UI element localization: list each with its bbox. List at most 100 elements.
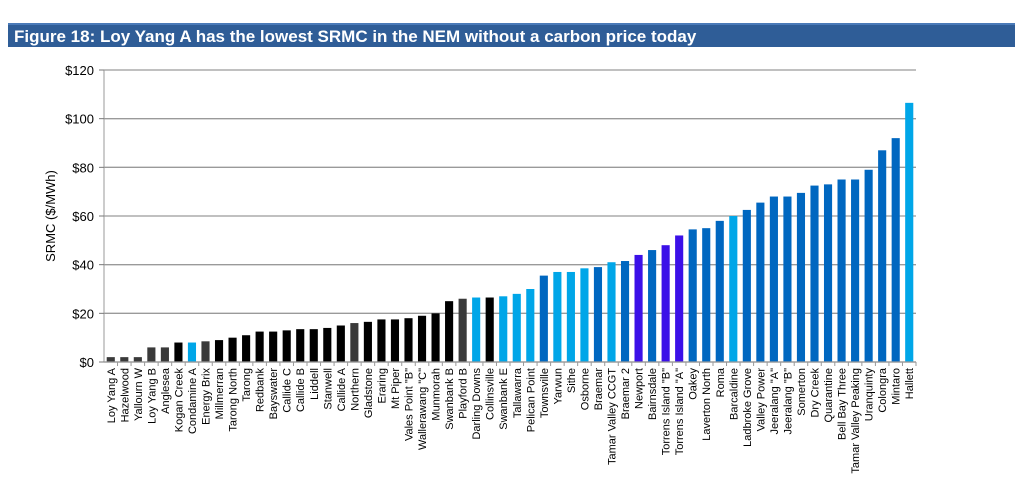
bar — [526, 289, 535, 362]
bar — [120, 357, 129, 362]
x-tick-label: Bell Bay Three — [837, 368, 849, 440]
x-tick-label: Dry Creek — [810, 368, 822, 418]
bar — [242, 335, 251, 362]
bar — [661, 245, 670, 362]
x-tick-label: Playford B — [458, 368, 470, 419]
bar — [648, 250, 657, 362]
bar — [553, 271, 562, 362]
x-tick-label: Darling Downs — [471, 368, 483, 440]
bar — [404, 318, 413, 362]
x-tick-label: Somerton — [796, 368, 808, 416]
x-tick-label: Oakey — [688, 368, 700, 400]
bar — [688, 229, 697, 362]
bar — [228, 337, 237, 362]
bar — [390, 319, 400, 362]
y-tick-label: $0 — [80, 355, 94, 370]
figure-title: Figure 18: Loy Yang A has the lowest SRM… — [8, 23, 1015, 47]
x-tick-label: Callide B — [295, 368, 307, 412]
x-tick-label: Roma — [715, 367, 727, 397]
x-tick-label: Vales Point "B" — [404, 368, 416, 441]
bar — [431, 313, 440, 362]
bar — [296, 329, 305, 362]
bar — [702, 228, 711, 362]
bar — [377, 319, 386, 362]
x-tick-label: Kogan Creek — [173, 368, 185, 433]
y-tick-label: $60 — [72, 209, 94, 224]
bar — [715, 220, 724, 362]
x-tick-label: Jeeralang "B" — [782, 368, 794, 435]
x-tick-label: Energy Brix — [201, 368, 213, 425]
x-tick-label: Quarantine — [823, 368, 835, 422]
x-tick-label: Yallourn W — [133, 367, 145, 421]
bar — [147, 347, 156, 362]
x-tick-label: Hazelwood — [119, 368, 131, 422]
x-tick-label: Bairnsdale — [647, 368, 659, 420]
y-tick-label: $120 — [65, 63, 94, 78]
x-tick-label: Tamar Valley CCGT — [607, 368, 619, 465]
bar — [539, 275, 548, 362]
x-tick-label: Swanbank E — [498, 368, 510, 430]
x-tick-label: Newport — [634, 368, 646, 409]
bar — [878, 150, 887, 362]
x-tick-label: Laverton North — [701, 368, 713, 441]
bar — [756, 202, 765, 362]
bar — [499, 296, 508, 362]
bar — [864, 169, 873, 362]
bar — [729, 216, 738, 362]
bar — [783, 196, 792, 362]
x-tick-label: Stanwell — [322, 368, 334, 410]
bar — [106, 357, 115, 362]
x-tick-label: Liddell — [309, 368, 321, 400]
x-tick-label: Townsville — [539, 368, 551, 418]
bar — [607, 262, 616, 362]
x-tick-label: Callide C — [282, 368, 294, 413]
x-tick-label: Barcaldine — [728, 368, 740, 420]
bar — [837, 179, 846, 362]
bar — [187, 342, 197, 362]
x-tick-label: Eraring — [376, 368, 388, 403]
x-tick-label: Tarong — [241, 368, 253, 402]
bar — [891, 138, 900, 362]
x-tick-label: Loy Yang B — [146, 368, 158, 424]
bar — [823, 184, 833, 362]
y-axis-title: SRMC ($/MWh) — [43, 170, 58, 262]
x-tick-label: Ladbroke Grove — [742, 368, 754, 447]
x-tick-label: Sithe — [566, 368, 578, 393]
bar — [363, 321, 372, 362]
bar — [336, 325, 345, 362]
x-tick-label: Millmerran — [214, 368, 226, 419]
bar — [566, 271, 575, 362]
x-tick-label: Mt Piper — [390, 368, 402, 409]
x-tick-label: Munmorah — [431, 368, 443, 421]
x-tick-label: Osborne — [579, 368, 591, 410]
x-tick-label: Tarong North — [228, 368, 240, 432]
x-tick-label: Braemar 2 — [620, 368, 632, 419]
y-tick-label: $40 — [72, 258, 94, 273]
bar — [593, 267, 603, 362]
x-tick-label: Braemar — [593, 368, 605, 411]
x-tick-label: Mintaro — [891, 368, 903, 405]
y-axis-ticks: $0 $20 $40 $60 $80 $100 $120 — [65, 63, 104, 370]
bar — [675, 235, 684, 362]
bar — [269, 331, 278, 362]
x-tick-label: Torrens Island "A" — [674, 368, 686, 455]
bar — [445, 301, 454, 362]
bar — [472, 297, 481, 362]
bars — [106, 102, 914, 362]
bar — [620, 261, 630, 362]
x-tick-label: Uranquinty — [864, 368, 876, 422]
x-tick-label: Northern — [349, 368, 361, 411]
bar — [350, 323, 359, 362]
x-tick-label: Tamar Valley Peaking — [850, 368, 862, 474]
x-tick-label: Anglesea — [160, 367, 172, 414]
y-tick-label: $100 — [65, 112, 94, 127]
x-tick-label: Swanbank B — [444, 368, 456, 430]
bar — [255, 331, 264, 362]
bar — [580, 268, 589, 362]
x-tick-label: Hallett — [904, 368, 916, 399]
x-tick-label: Valley Power — [755, 368, 767, 432]
x-tick-label: Jeeralang "A" — [769, 368, 781, 435]
bar — [309, 329, 318, 362]
